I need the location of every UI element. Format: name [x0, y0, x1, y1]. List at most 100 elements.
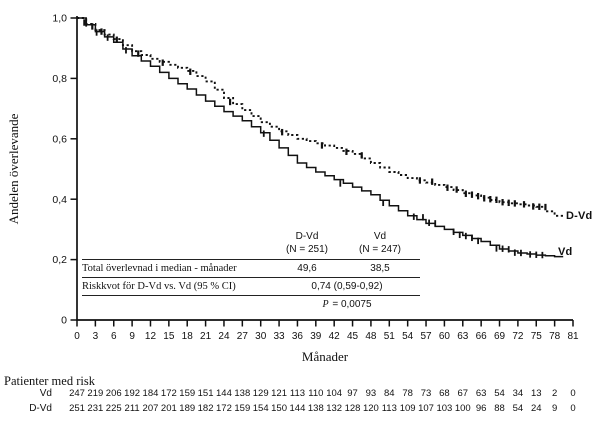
risk-count: 159 [234, 403, 251, 414]
x-tick-label: 12 [145, 331, 157, 342]
risk-count: 24 [530, 403, 542, 414]
risk-count: 144 [289, 403, 306, 414]
risk-count: 93 [365, 388, 377, 399]
stats-col-vd: Vd (N = 247) [340, 231, 420, 256]
x-tick-label: 78 [549, 331, 561, 342]
risk-count: 34 [512, 388, 524, 399]
stats-header-spacer [82, 231, 274, 256]
median-row-label: Total överlevnad i median - månader [82, 263, 237, 274]
risk-count: 138 [307, 403, 324, 414]
risk-count: 189 [179, 403, 196, 414]
stats-table-header: D-Vd (N = 251) Vd (N = 247) [82, 231, 420, 259]
stats-row-pvalue: P = 0,0075 [82, 295, 420, 313]
risk-count: 68 [439, 388, 450, 399]
x-tick-label: 15 [163, 331, 175, 342]
y-axis-ticks: 0 0,2 0,4 0,6 0,8 1,0 [52, 13, 77, 327]
x-axis-title: Månader [301, 349, 349, 364]
risk-count: 144 [216, 388, 232, 399]
risk-row-dvd-label: D-Vd [29, 403, 52, 414]
risk-count: 97 [347, 388, 358, 399]
y-tick-label: 0,4 [52, 194, 67, 206]
risk-count: 225 [105, 403, 122, 414]
x-tick-label: 57 [420, 331, 432, 342]
median-dvd-value: 49,6 [297, 263, 317, 274]
series-d-vd-curve [77, 17, 564, 217]
x-tick-label: 6 [111, 331, 117, 342]
risk-count: 54 [494, 388, 505, 399]
series-vd-curve [77, 17, 564, 259]
x-tick-label: 27 [237, 331, 249, 342]
risk-count: 172 [160, 388, 177, 399]
x-tick-label: 24 [218, 331, 230, 342]
risk-count: 103 [436, 403, 453, 414]
risk-count: 120 [362, 403, 379, 414]
p-value: P = 0,0075 [274, 299, 420, 310]
x-tick-label: 81 [567, 331, 579, 342]
risk-count: 96 [475, 403, 487, 414]
risk-count: 159 [179, 388, 196, 399]
median-vd-value: 38,5 [370, 263, 390, 274]
x-tick-label: 33 [274, 331, 286, 342]
risk-count: 207 [142, 403, 159, 414]
risk-row-vd: Vd 247 219 206 192 184 172 159 151 144 138 129 121 1… [0, 388, 602, 401]
x-tick-label: 69 [494, 331, 506, 342]
y-tick-label: 1,0 [52, 13, 67, 25]
stats-col-vd-n: (N = 247) [359, 243, 401, 255]
risk-count: 107 [418, 403, 434, 414]
stats-col-vd-name: Vd [373, 231, 387, 242]
risk-count: 172 [216, 403, 232, 414]
risk-row-dvd: D-Vd 251 231 225 211 207 201 189 182 172 159 154 15… [0, 403, 602, 416]
risk-count: 128 [344, 403, 361, 414]
risk-count: 211 [124, 403, 140, 414]
curve-label-vd: Vd [558, 246, 573, 258]
x-tick-label: 54 [402, 331, 414, 342]
risk-count: 150 [271, 403, 287, 414]
risk-count: 84 [383, 388, 395, 399]
x-tick-label: 48 [365, 331, 377, 342]
risk-count: 9 [551, 403, 558, 414]
risk-count: 67 [457, 388, 469, 399]
risk-count: 113 [381, 403, 397, 414]
risk-count: 0 [570, 403, 576, 414]
curve-label-dvd: D-Vd [566, 210, 593, 222]
x-tick-label: 39 [310, 331, 322, 342]
risk-count: 73 [420, 388, 432, 399]
risk-count: 109 [399, 403, 416, 414]
risk-count: 182 [197, 403, 214, 414]
x-tick-label: 60 [439, 331, 451, 342]
risk-table-title: Patienter med risk [4, 374, 95, 388]
x-tick-label: 63 [457, 331, 469, 342]
risk-count: 192 [124, 388, 141, 399]
p-symbol: P [322, 299, 329, 310]
x-tick-label: 0 [74, 331, 80, 342]
y-tick-label: 0,6 [52, 133, 67, 145]
risk-count: 206 [105, 388, 122, 399]
y-tick-label: 0,8 [52, 73, 67, 85]
risk-count: 154 [252, 403, 269, 414]
stats-row-hazard-ratio: Riskkvot för D-Vd vs. Vd (95 % CI) 0,74 … [82, 277, 420, 295]
risk-count: 110 [308, 388, 324, 399]
risk-count: 121 [271, 388, 287, 399]
risk-count: 78 [402, 388, 413, 399]
x-tick-label: 3 [93, 331, 99, 342]
stats-col-dvd-n: (N = 251) [286, 243, 328, 255]
stats-row-median: Total överlevnad i median - månader 49,6… [82, 259, 420, 277]
stats-table: D-Vd (N = 251) Vd (N = 247) Total överle… [82, 231, 420, 313]
x-tick-label: 9 [129, 331, 135, 342]
stats-col-dvd: D-Vd (N = 251) [274, 231, 340, 256]
x-tick-label: 30 [255, 331, 267, 342]
risk-count: 88 [494, 403, 505, 414]
risk-count: 251 [69, 403, 85, 414]
risk-count: 2 [551, 388, 558, 399]
risk-count: 13 [530, 388, 542, 399]
risk-count: 201 [160, 403, 177, 414]
stats-col-dvd-name: D-Vd [295, 231, 319, 242]
y-tick-label: 0 [61, 315, 67, 327]
risk-count: 184 [142, 388, 159, 399]
x-tick-label: 18 [182, 331, 194, 342]
risk-count: 132 [326, 403, 343, 414]
risk-count: 113 [289, 388, 306, 399]
y-axis-title: Andelen överlevande [6, 113, 21, 225]
y-tick-label: 0,2 [52, 254, 67, 266]
